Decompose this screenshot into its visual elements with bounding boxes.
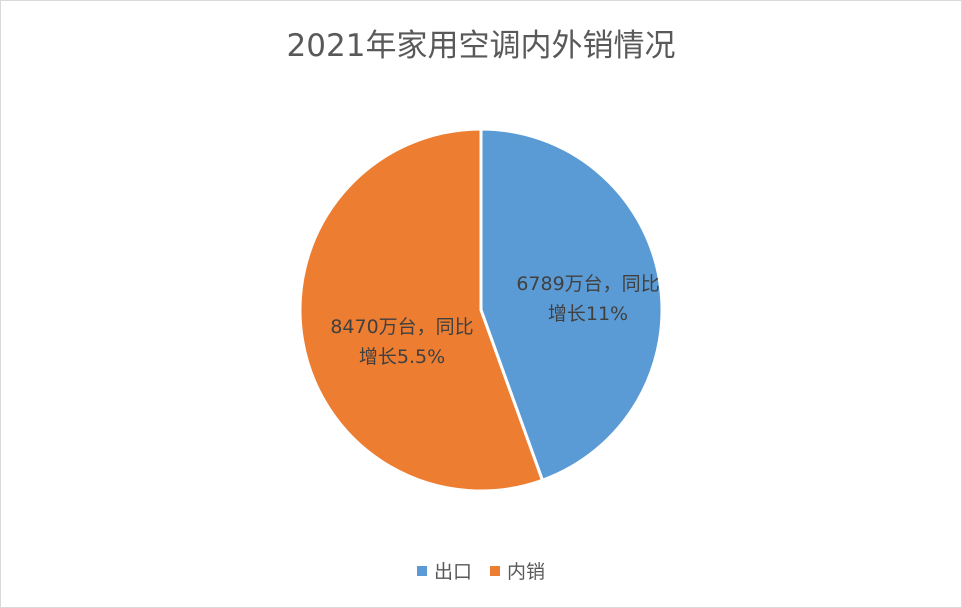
legend-label-export: 出口 xyxy=(433,561,472,583)
legend-swatch-export xyxy=(416,565,427,576)
pie-slice-1 xyxy=(298,127,544,493)
legend-swatch-domestic xyxy=(490,565,501,576)
chart-title: 2021年家用空调内外销情况 xyxy=(286,28,676,64)
legend: 出口 内销 xyxy=(0,557,962,584)
pie-slice-0 xyxy=(479,127,664,482)
data-label-1-line-0: 8470万台，同比 xyxy=(330,316,473,338)
legend-item-export: 出口 xyxy=(416,557,472,584)
legend-label-domestic: 内销 xyxy=(507,561,546,583)
data-label-0-line-1: 增长11% xyxy=(548,303,628,325)
legend-item-domestic: 内销 xyxy=(490,557,545,584)
data-label-1-line-1: 增长5.5% xyxy=(359,346,445,368)
data-label-0-line-0: 6789万台，同比 xyxy=(516,273,659,295)
